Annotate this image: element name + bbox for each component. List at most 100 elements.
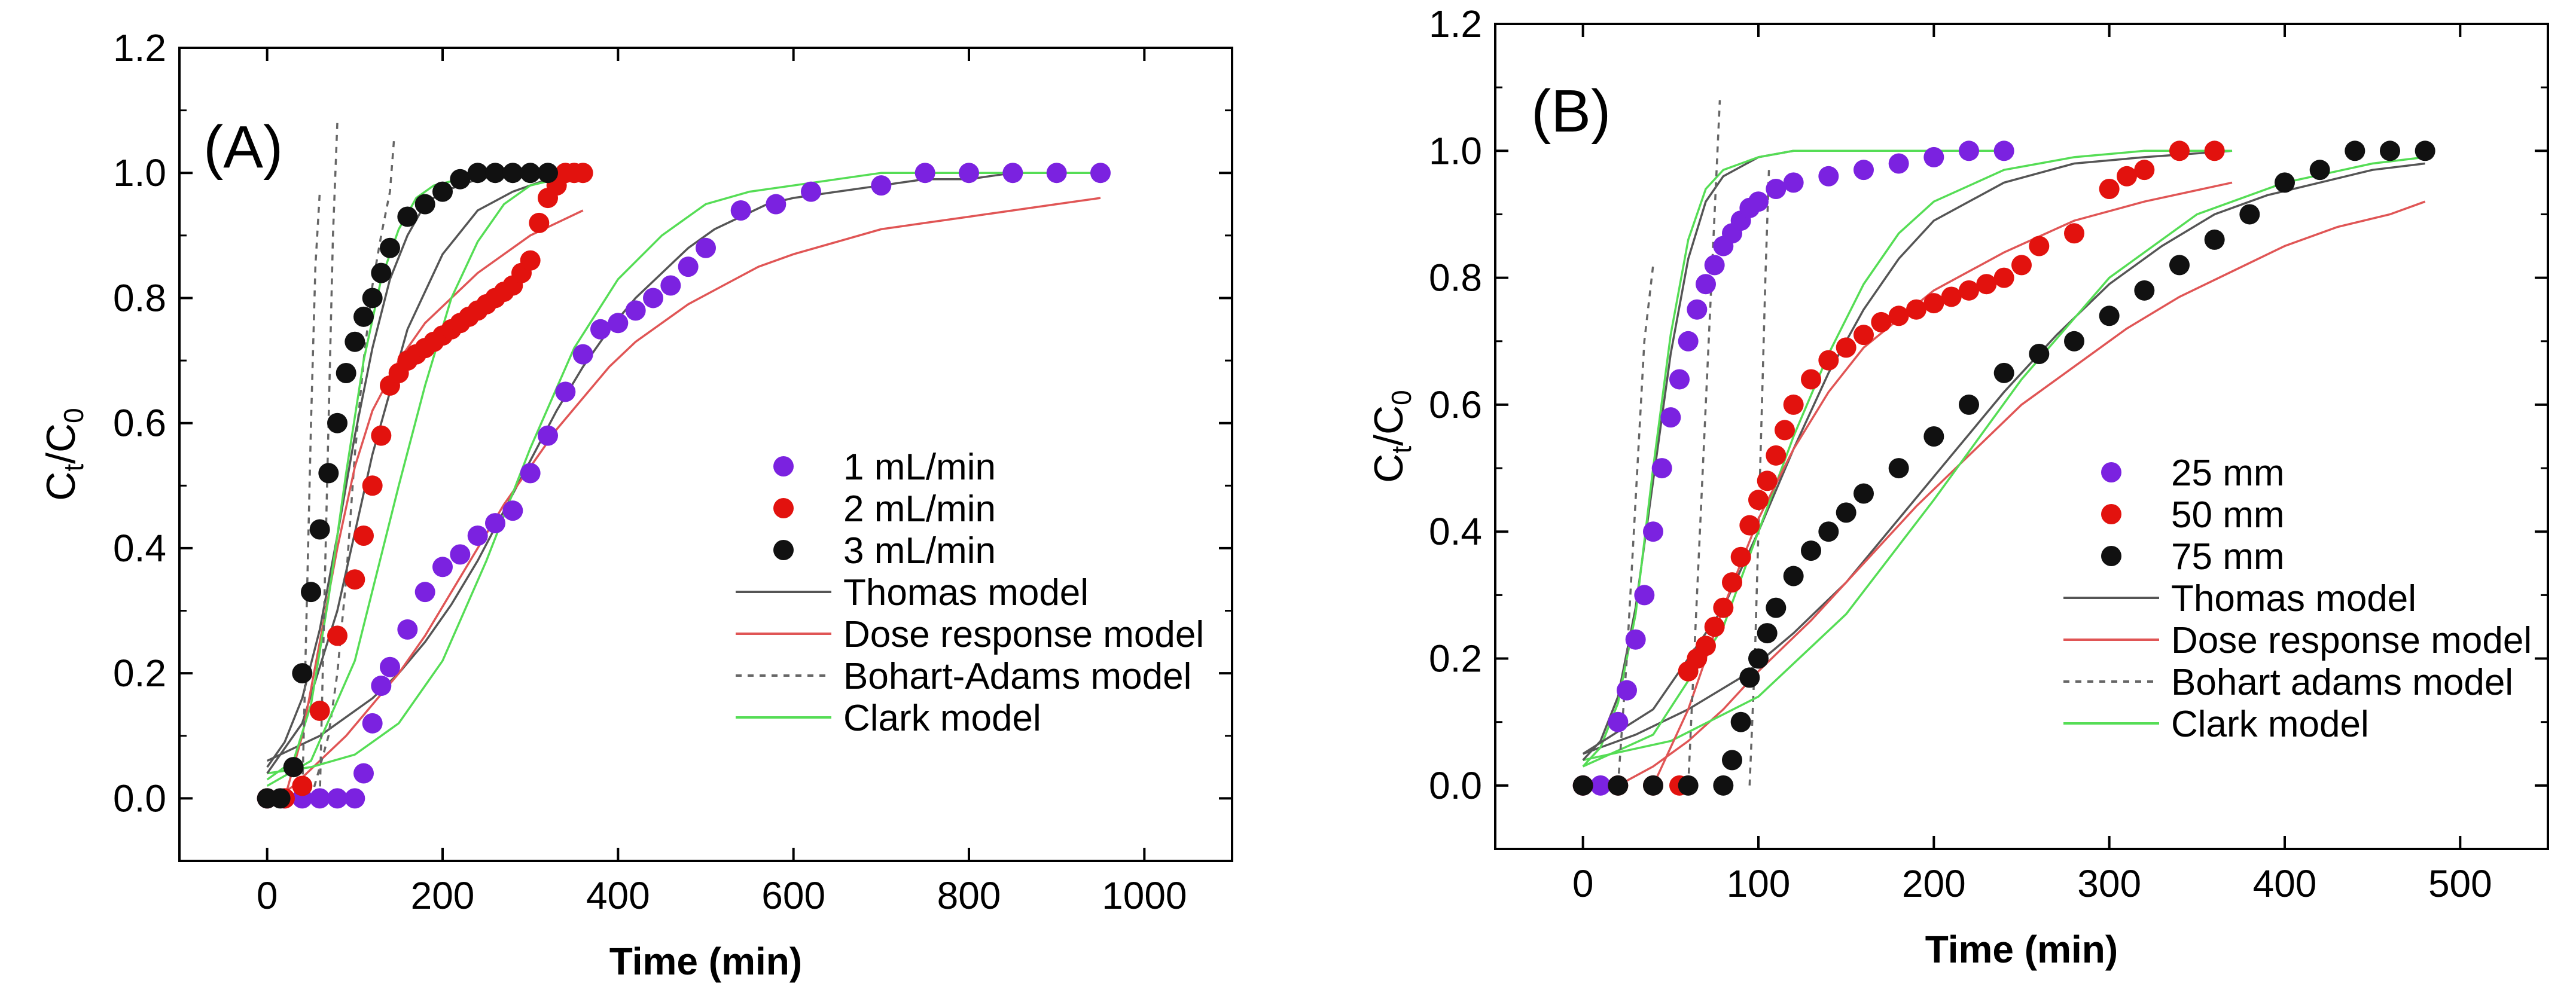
data-point — [1836, 337, 1856, 358]
data-point — [1801, 369, 1821, 390]
data-point — [1678, 775, 1699, 796]
legend-marker — [2101, 504, 2121, 524]
data-point — [1669, 369, 1690, 390]
legend-label: 50 mm — [2171, 494, 2284, 536]
data-point — [467, 526, 488, 546]
legend-marker — [2101, 462, 2121, 482]
data-point — [327, 413, 347, 433]
data-point — [1959, 280, 1979, 301]
data-point — [371, 262, 392, 283]
data-point — [283, 757, 304, 778]
data-point — [2169, 140, 2190, 161]
data-point — [336, 363, 356, 383]
data-point — [520, 463, 541, 484]
data-point — [1888, 458, 1909, 479]
x-axis-title: Time (min) — [609, 940, 802, 983]
chart-panel-a: 0 200 400 600 800 1000 0.0 0.2 0.4 0.6 0.8 1.0 1.2 Ti… — [38, 26, 1233, 983]
data-point — [1783, 394, 1804, 415]
data-point — [380, 656, 400, 677]
data-point — [1993, 267, 2014, 288]
data-point — [1722, 572, 1742, 593]
data-point — [432, 557, 453, 578]
series-points-50-mm — [1572, 140, 2225, 796]
y-tick-label: 0.0 — [113, 777, 166, 820]
series-line-dose-response-model — [1617, 200, 2426, 787]
data-point — [1608, 711, 1629, 732]
data-point — [485, 513, 505, 534]
data-point — [1888, 306, 1909, 326]
data-point — [301, 582, 321, 603]
y-tick-label: 0.8 — [1429, 256, 1482, 300]
data-point — [1713, 597, 1734, 618]
data-point — [1783, 566, 1804, 586]
series-line-extra-fit-9 — [283, 209, 584, 799]
data-point — [1923, 146, 1944, 167]
data-point — [1993, 362, 2014, 383]
y-title-c: C — [38, 472, 84, 501]
y-tick-label: 1.2 — [1429, 2, 1482, 45]
data-point — [1625, 629, 1646, 650]
plot-area-b — [1572, 100, 2435, 796]
plot-frame-b — [1494, 23, 2549, 850]
x-tick-label: 0 — [1572, 862, 1594, 905]
data-point — [1976, 274, 1997, 295]
data-point — [2204, 229, 2225, 250]
x-tick-label: 0 — [257, 874, 278, 917]
data-point — [1923, 426, 1944, 447]
data-point — [371, 425, 392, 446]
data-point — [1766, 597, 1787, 618]
data-point — [1888, 153, 1909, 174]
data-point — [1959, 394, 1979, 415]
data-point — [1608, 775, 1629, 796]
legend-label: Clark model — [2171, 704, 2369, 745]
data-point — [1643, 521, 1663, 542]
data-point — [959, 163, 979, 184]
data-point — [1739, 515, 1760, 536]
y-tick-label: 0.0 — [1429, 764, 1482, 807]
data-point — [2134, 160, 2155, 181]
x-tick-label: 800 — [937, 874, 1001, 917]
x-tick-label: 600 — [761, 874, 825, 917]
chart-panel-b: 0 100 200 300 400 500 0.0 0.2 0.4 0.6 0.8 1.0 1.2 Tim… — [1366, 2, 2549, 971]
data-point — [362, 713, 383, 734]
data-point — [572, 344, 593, 365]
y-tick-label: 1.2 — [113, 26, 166, 69]
data-point — [1818, 521, 1839, 542]
data-point — [1660, 407, 1681, 428]
y-title-sub-t: t — [58, 464, 89, 472]
data-point — [1818, 166, 1839, 187]
data-point — [2029, 236, 2050, 256]
data-point — [1722, 750, 1742, 771]
data-point — [353, 526, 374, 546]
y-title-c: C — [1366, 454, 1412, 483]
data-point — [1572, 775, 1593, 796]
legend-marker — [773, 498, 794, 518]
data-point — [1775, 420, 1795, 441]
data-point — [397, 206, 418, 227]
panel-label-a: (A) — [203, 114, 283, 181]
legend-label: 3 mL/min — [843, 530, 996, 572]
data-point — [1617, 680, 1637, 701]
data-point — [1090, 163, 1111, 184]
data-point — [1687, 299, 1708, 320]
data-point — [353, 763, 374, 784]
data-point — [362, 288, 383, 308]
data-point — [1713, 775, 1734, 796]
data-point — [766, 194, 786, 215]
y-tick-label: 0.8 — [113, 276, 166, 319]
y-tick-label: 0.2 — [1429, 637, 1482, 680]
data-point — [871, 175, 892, 196]
data-point — [1002, 163, 1023, 184]
data-point — [318, 463, 339, 484]
data-point — [520, 163, 541, 184]
data-point — [1643, 775, 1663, 796]
data-point — [2117, 166, 2137, 187]
data-point — [1853, 483, 1874, 504]
legend-label: 25 mm — [2171, 453, 2284, 494]
data-point — [1993, 140, 2014, 161]
data-point — [1739, 667, 1760, 688]
data-point — [678, 256, 699, 277]
data-point — [1678, 331, 1699, 352]
data-point — [529, 212, 550, 233]
